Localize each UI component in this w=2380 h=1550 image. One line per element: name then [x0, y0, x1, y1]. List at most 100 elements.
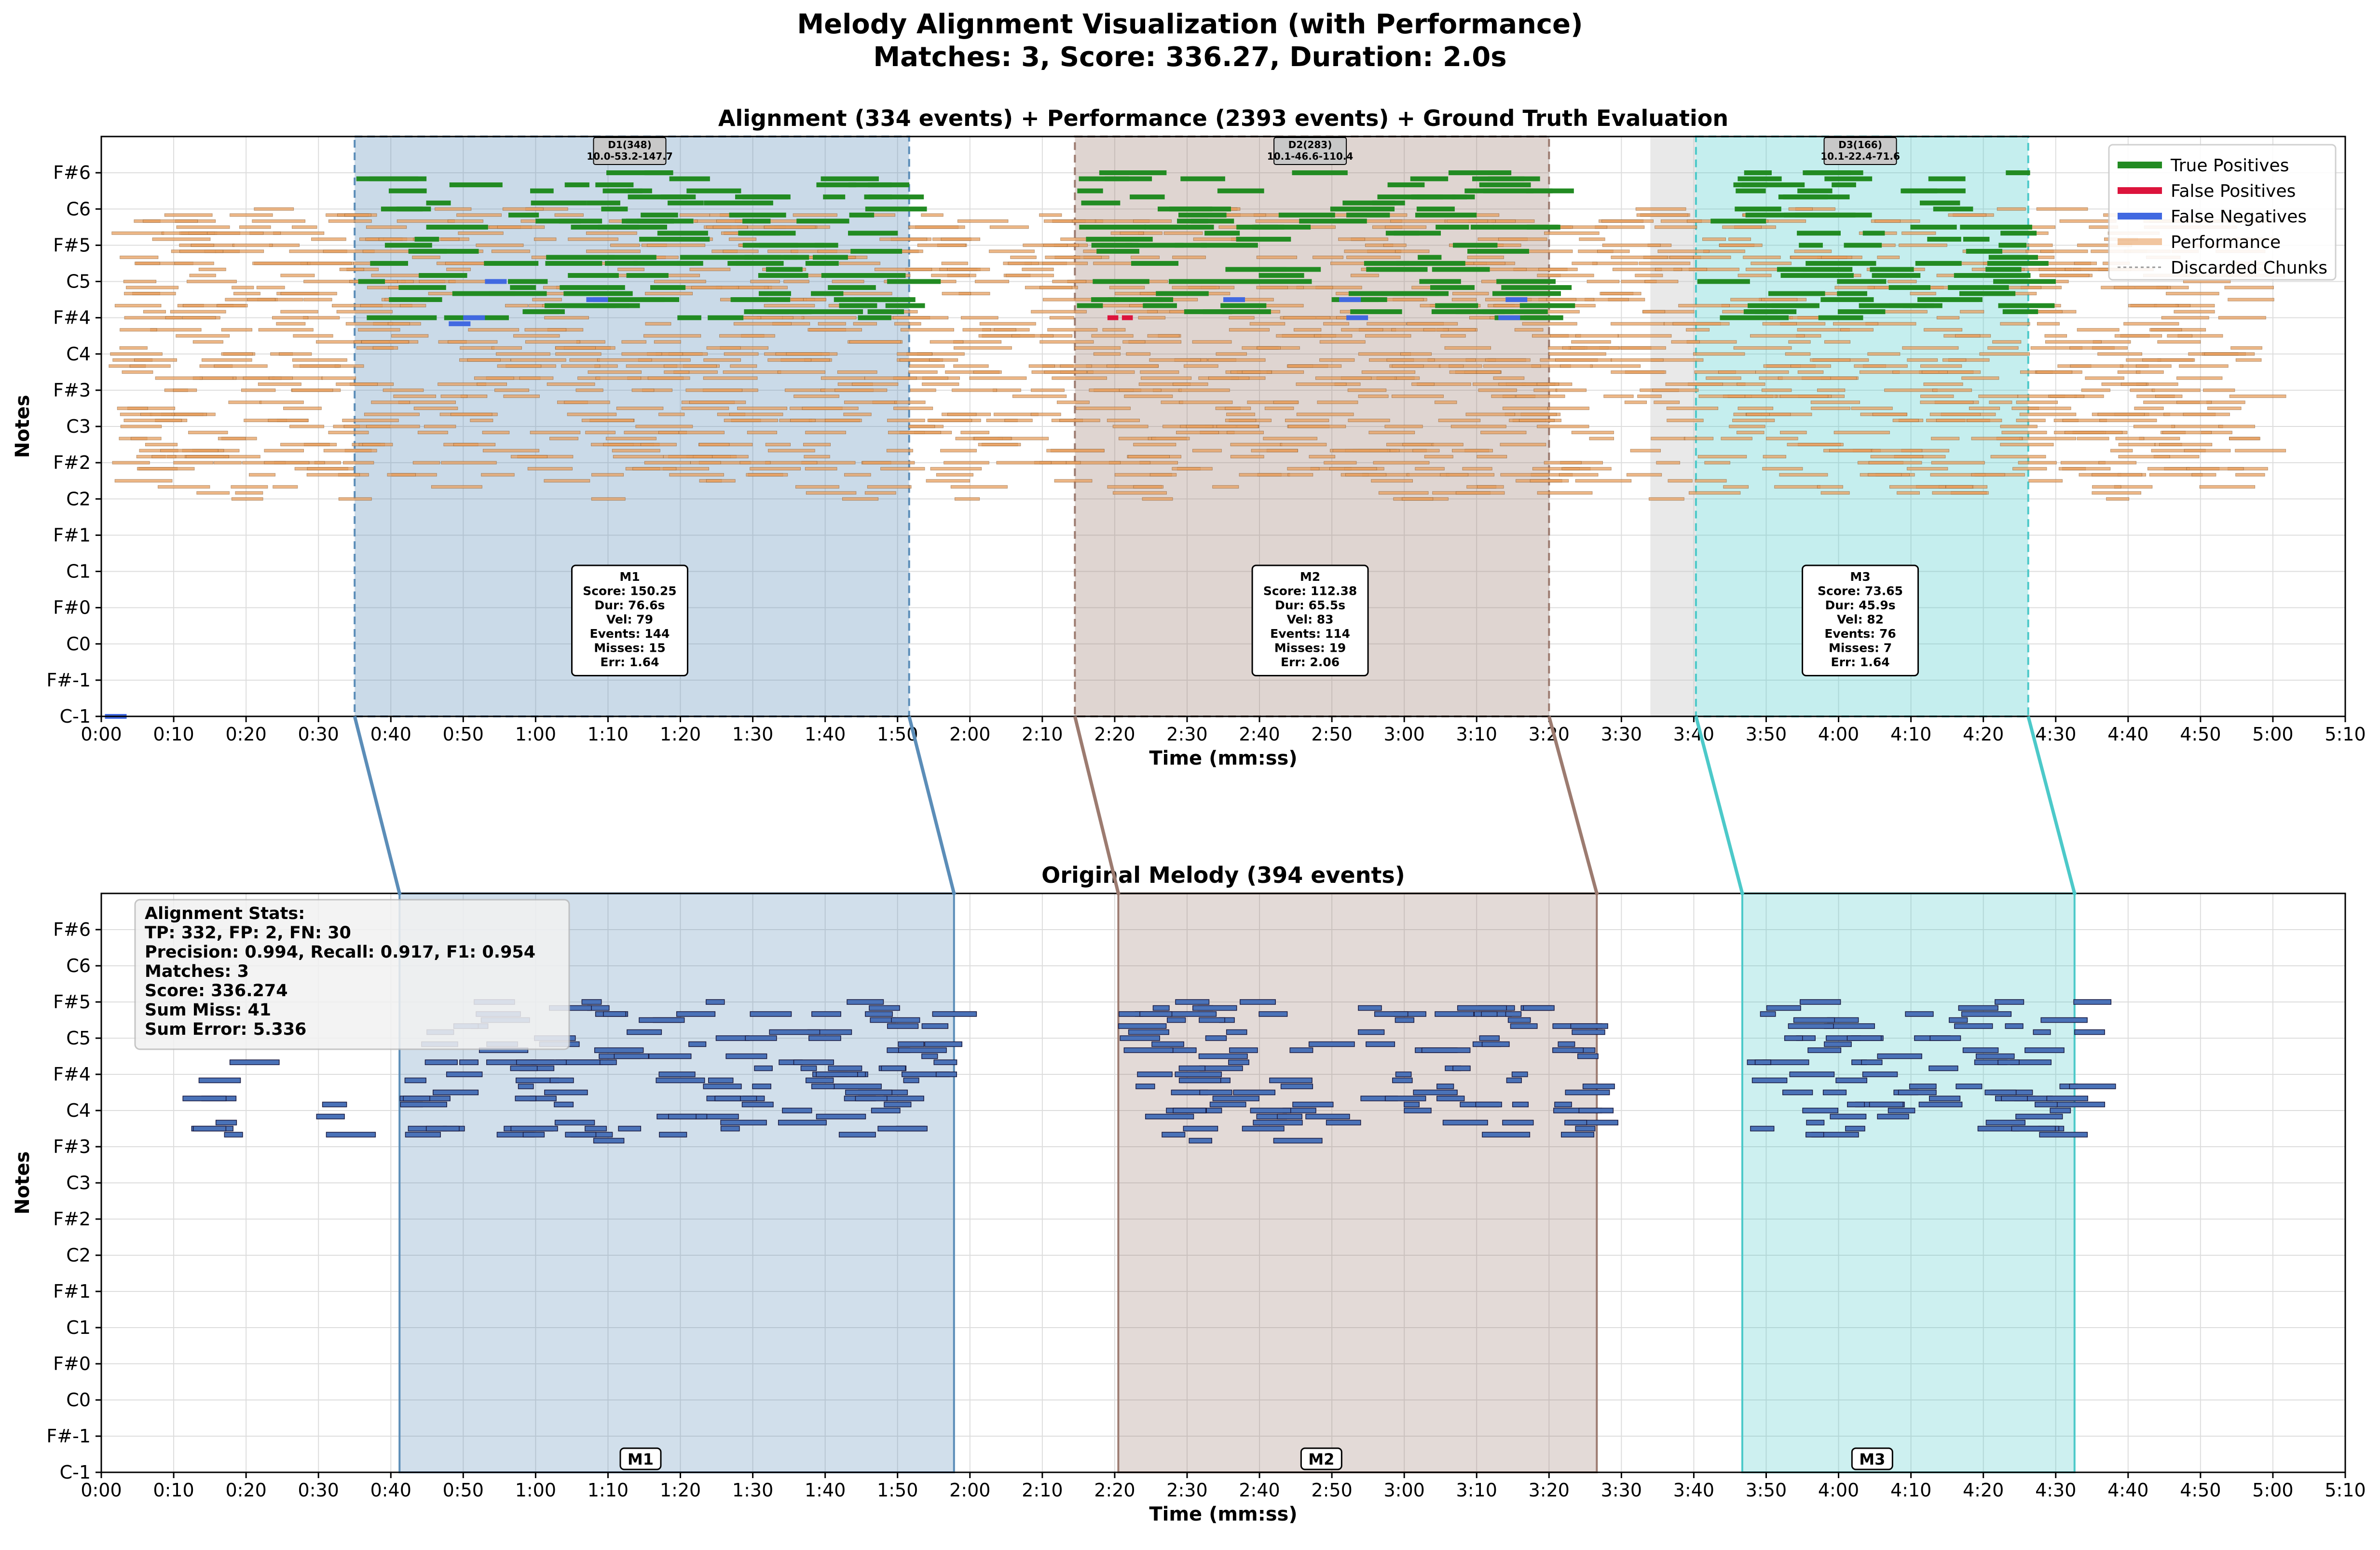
- performance-note: [2176, 376, 2223, 380]
- performance-note: [1672, 322, 1730, 326]
- performance-note: [843, 412, 872, 416]
- performance-note: [2142, 358, 2195, 362]
- connector-dot: [952, 892, 956, 895]
- performance-note: [235, 491, 263, 495]
- x-tick-label: 4:30: [2035, 1480, 2076, 1501]
- true-positive-note: [1493, 224, 1560, 230]
- performance-note: [1649, 497, 1684, 501]
- performance-note: [1899, 243, 1947, 247]
- performance-note: [1611, 322, 1665, 326]
- performance-note: [1042, 261, 1088, 265]
- x-axis-label: Time (mm:ss): [1149, 747, 1297, 769]
- match-info-line: M1: [619, 570, 640, 584]
- true-positive-note: [1217, 188, 1264, 193]
- melody-note: [800, 1065, 817, 1071]
- melody-note: [1523, 1005, 1555, 1011]
- melody-note: [1962, 1047, 1999, 1053]
- performance-note: [2135, 364, 2172, 368]
- performance-note: [621, 352, 662, 356]
- performance-note: [1743, 256, 1781, 259]
- true-positive-note: [1180, 176, 1225, 181]
- x-tick-label: 4:40: [2107, 724, 2148, 745]
- x-tick-label: 2:00: [949, 724, 990, 745]
- match-info-line: Vel: 83: [1287, 613, 1334, 627]
- performance-note: [2074, 261, 2097, 265]
- true-positive-note: [749, 309, 811, 315]
- performance-note: [1907, 358, 1938, 362]
- melody-note: [1277, 1113, 1302, 1120]
- performance-note: [2019, 437, 2076, 440]
- performance-note: [2186, 467, 2244, 471]
- y-tick-label: F#4: [53, 1064, 91, 1085]
- true-positive-note: [1077, 188, 1103, 193]
- performance-note: [874, 268, 932, 271]
- performance-note: [477, 382, 507, 386]
- true-positive-note: [1998, 303, 2055, 308]
- performance-note: [1107, 419, 1140, 422]
- performance-note: [1411, 382, 1435, 386]
- melody-note: [2011, 1125, 2056, 1132]
- performance-note: [152, 237, 211, 241]
- true-positive-note: [535, 219, 581, 224]
- melody-note: [1392, 1077, 1413, 1084]
- connector-dot: [1740, 892, 1744, 895]
- true-positive-note: [563, 291, 633, 296]
- performance-note: [2184, 449, 2231, 453]
- performance-note: [768, 449, 815, 453]
- performance-note: [880, 467, 925, 471]
- performance-note: [1960, 310, 1984, 314]
- melody-note: [1395, 1071, 1412, 1077]
- performance-note: [1124, 394, 1173, 398]
- true-positive-note: [885, 303, 925, 308]
- performance-note: [1698, 394, 1745, 398]
- melody-note: [2069, 1084, 2116, 1089]
- melody-note: [1481, 1011, 1498, 1017]
- melody-note: [1226, 1029, 1247, 1035]
- performance-note: [336, 382, 378, 386]
- true-positive-note: [601, 206, 628, 212]
- performance-note: [435, 207, 472, 211]
- performance-note: [1045, 256, 1102, 259]
- performance-note: [474, 376, 514, 380]
- true-positive-note: [369, 176, 419, 181]
- true-positive-note: [815, 243, 838, 248]
- performance-note: [1367, 322, 1407, 326]
- true-positive-note: [546, 255, 615, 260]
- performance-note: [1208, 358, 1266, 362]
- true-positive-note: [398, 285, 446, 290]
- performance-note: [1790, 364, 1831, 368]
- performance-note: [182, 316, 216, 320]
- melody-note: [1554, 1101, 1572, 1108]
- performance-note: [1251, 449, 1298, 453]
- melody-note: [1475, 1101, 1502, 1108]
- true-positive-note: [1744, 170, 1772, 176]
- performance-note: [497, 364, 542, 368]
- performance-note: [505, 304, 528, 307]
- x-tick-label: 0:30: [298, 724, 339, 745]
- melody-note: [1782, 1089, 1813, 1096]
- performance-note: [2000, 322, 2030, 326]
- performance-note: [2171, 425, 2223, 428]
- performance-note: [2028, 479, 2063, 483]
- performance-note: [114, 304, 162, 307]
- melody-note: [1198, 1053, 1248, 1059]
- performance-note: [1039, 213, 1062, 217]
- performance-note: [2077, 328, 2120, 332]
- performance-note: [2235, 358, 2262, 362]
- melody-note: [2015, 1113, 2063, 1120]
- performance-notes: [109, 207, 2286, 501]
- performance-note: [839, 261, 880, 265]
- performance-note: [706, 479, 736, 483]
- performance-note: [339, 268, 364, 271]
- true-positive-note: [848, 231, 898, 236]
- true-positive-note: [1225, 267, 1286, 272]
- melody-note: [518, 1084, 534, 1089]
- true-positive-note: [370, 261, 408, 266]
- performance-note: [631, 388, 655, 392]
- performance-note: [1901, 231, 1936, 235]
- melody-note: [1436, 1084, 1454, 1089]
- performance-note: [497, 225, 545, 229]
- performance-note: [1447, 219, 1488, 223]
- performance-note: [1415, 467, 1445, 471]
- melody-note: [1869, 1101, 1904, 1108]
